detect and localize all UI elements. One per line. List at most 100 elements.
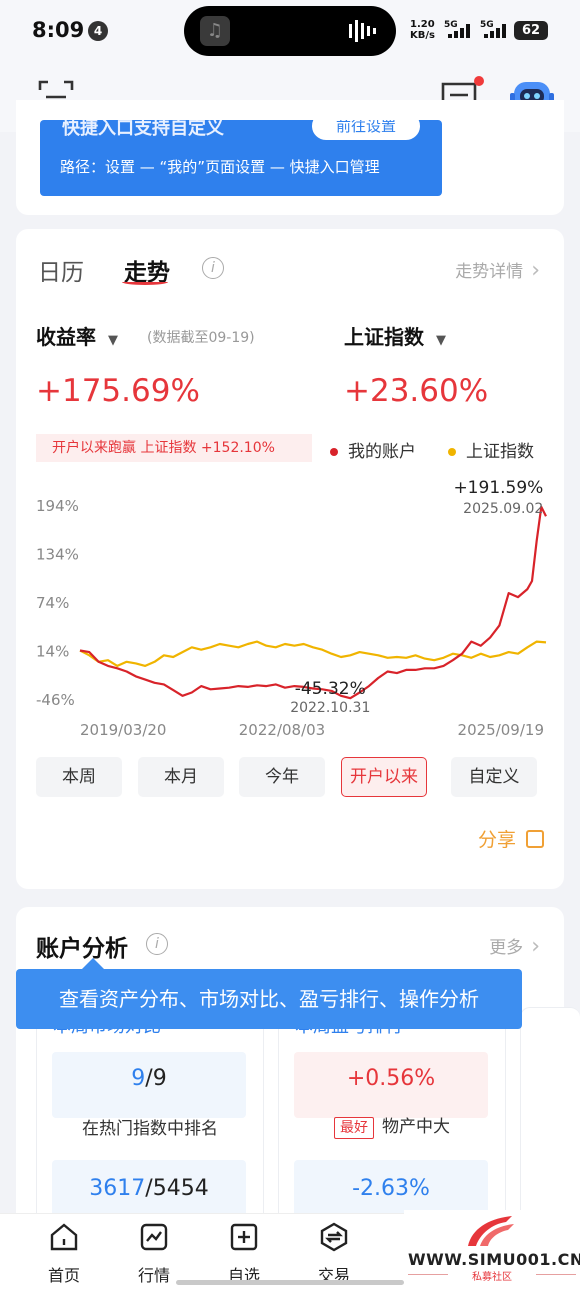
y-tick-label: -46%: [36, 691, 75, 709]
tab-calendar[interactable]: 日历: [38, 260, 84, 286]
notification-count-badge: 4: [88, 21, 108, 41]
signal-bars-icon: [484, 24, 506, 38]
site-watermark: WWW.SIMU001.CN 私募社区: [404, 1210, 580, 1284]
trend-detail-link[interactable]: 走势详情 ›: [455, 257, 540, 283]
status-time: 8:09: [32, 18, 85, 42]
legend-mine: 我的账户: [330, 437, 416, 462]
bottom-loss-value: -2.63%: [352, 1176, 430, 1201]
nav-market[interactable]: 行情: [124, 1222, 184, 1286]
chevron-right-icon: ›: [531, 934, 540, 959]
banner-headline: 快捷入口支持自定义: [62, 120, 224, 139]
share-button[interactable]: 分享: [478, 825, 544, 852]
market-chart-icon: [140, 1223, 168, 1251]
home-indicator: [176, 1280, 404, 1285]
unread-dot: [474, 76, 484, 86]
rank-number: 9: [131, 1066, 146, 1091]
market-compare-card[interactable]: 本周市场对比 9/9 在热门指数中排名 3617/5454: [36, 1007, 264, 1247]
peak-value-label: +191.59%: [453, 478, 543, 498]
y-tick-label: 134%: [36, 546, 79, 564]
banner-path-text: 路径：设置 — “我的”页面设置 — 快捷入口管理: [60, 158, 380, 176]
nav-watchlist[interactable]: 自选: [214, 1222, 274, 1286]
info-icon[interactable]: i: [202, 257, 224, 279]
top-gain-box: +0.56%: [294, 1052, 488, 1118]
trough-value-label: -45.32%: [295, 679, 366, 699]
top-gain-value: +0.56%: [346, 1066, 436, 1091]
caret-down-icon: ▼: [108, 333, 118, 348]
return-rate-value: +175.69%: [36, 373, 200, 409]
y-tick-label: 194%: [36, 497, 79, 515]
legend-dot-mine: [330, 448, 338, 456]
legend-dot-index: [448, 448, 456, 456]
top-gain-label: 最好 物产中大: [279, 1112, 505, 1139]
rank-value-2: 3617/5454: [52, 1176, 246, 1201]
y-tick-label: 74%: [36, 594, 69, 612]
x-tick-label: 2025/09/19: [458, 721, 544, 739]
analysis-more-link[interactable]: 更多 ›: [489, 933, 540, 959]
nav-trade[interactable]: 交易: [304, 1222, 364, 1286]
return-rate-dropdown[interactable]: 收益率 ▼: [36, 321, 118, 350]
legend-index-label: 上证指数: [466, 442, 534, 462]
rank-label: 在热门指数中排名: [82, 1119, 218, 1139]
next-card-peek: ​: [520, 1007, 580, 1247]
signal-label-1: 5G: [444, 20, 458, 30]
legend-index: 上证指数: [448, 437, 534, 462]
dynamic-island[interactable]: ♫: [184, 6, 396, 56]
x-tick-label: 2022/08/03: [239, 721, 325, 739]
rank-total-2: /5454: [145, 1176, 209, 1201]
account-analysis-card: 账户分析 i 更多 › 本周市场对比 9/9 在热门指数中排名 3617/5454…: [16, 907, 580, 1247]
watermark-line-right: [536, 1274, 576, 1275]
benchmark-dropdown[interactable]: 上证指数 ▼: [344, 321, 446, 350]
benchmark-value: +23.60%: [344, 373, 489, 409]
rank-value: 9/9: [52, 1066, 246, 1091]
trend-detail-label: 走势详情: [455, 262, 524, 282]
signal-bars-icon: [448, 24, 470, 38]
trade-exchange-icon: [320, 1222, 348, 1252]
watermark-subtext: 私募社区: [472, 1272, 512, 1283]
share-label: 分享: [477, 829, 516, 851]
range-selector: 本周 本月 今年 开户以来 自定义: [36, 757, 546, 797]
benchmark-label: 上证指数: [344, 325, 424, 349]
rank-box: 9/9: [52, 1052, 246, 1118]
best-tag: 最好: [334, 1117, 374, 1139]
rank-total: /9: [145, 1066, 167, 1091]
battery-icon: 62: [514, 21, 548, 40]
add-square-icon: [230, 1223, 258, 1251]
share-icon: [526, 830, 544, 848]
nav-home-label: 首页: [47, 1266, 80, 1285]
top-gain-stock: 物产中大: [382, 1117, 450, 1137]
nav-home[interactable]: 首页: [34, 1222, 94, 1286]
scan-icon[interactable]: [38, 79, 74, 115]
analysis-more-label: 更多: [489, 938, 524, 958]
network-speed: 1.20 KB/s: [410, 19, 435, 41]
signal-label-2: 5G: [480, 20, 494, 30]
data-as-of: (数据截至09-19): [147, 330, 255, 346]
range-button[interactable]: 本月: [138, 757, 224, 797]
shortcut-banner: 快捷入口支持自定义 前往设置 路径：设置 — “我的”页面设置 — 快捷入口管理: [40, 120, 442, 196]
music-icon: ♫: [200, 16, 230, 46]
range-button[interactable]: 自定义: [451, 757, 537, 797]
trend-card: 日历 走势 i 走势详情 › 收益率 ▼ (数据截至09-19) 上证指数 ▼ +17…: [16, 229, 564, 889]
tab-active-indicator: [122, 279, 168, 285]
home-icon: [50, 1223, 78, 1251]
my-account-line: [79, 505, 547, 700]
watermark-line-left: [408, 1274, 448, 1275]
net-speed-unit: KB/s: [410, 30, 435, 41]
index-line: [79, 640, 547, 667]
caret-down-icon: ▼: [436, 333, 446, 348]
watermark-text: WWW.SIMU001.CN: [408, 1250, 580, 1269]
rank-number-2: 3617: [89, 1176, 146, 1201]
info-icon[interactable]: i: [146, 933, 168, 955]
analysis-title: 账户分析: [36, 936, 128, 962]
range-button[interactable]: 本周: [36, 757, 122, 797]
analysis-tooltip[interactable]: 查看资产分布、市场对比、盈亏排行、操作分析: [16, 969, 522, 1029]
return-line-chart[interactable]: 194% 134% 74% 14% -46% 2019/03/20 2022/08/03 20…: [16, 473, 564, 741]
go-settings-button[interactable]: 前往设置: [312, 120, 420, 140]
return-rate-label: 收益率: [36, 325, 96, 349]
range-button[interactable]: 开户以来: [341, 757, 427, 797]
watermark-logo-icon: [468, 1216, 514, 1246]
trough-date-label: 2022.10.31: [290, 700, 370, 716]
outperform-tag: 开户以来跑赢 上证指数 +152.10%: [36, 434, 312, 462]
tooltip-arrow: [82, 958, 104, 969]
range-button[interactable]: 今年: [239, 757, 325, 797]
